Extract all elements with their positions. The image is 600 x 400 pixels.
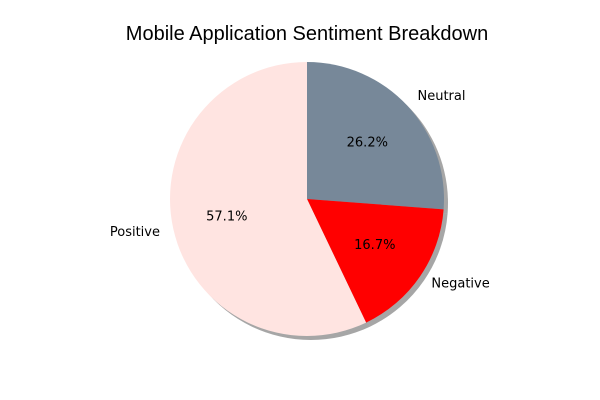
slice-label-neutral: Neutral bbox=[418, 89, 466, 104]
slice-percent-negative: 16.7% bbox=[354, 238, 395, 253]
pie-slice-positive bbox=[169, 61, 367, 336]
pie-labels: Neutral 26.2% Negative 16.7% Positive 57.1% bbox=[110, 89, 490, 292]
slice-label-negative: Negative bbox=[431, 277, 489, 292]
pie-slice-negative bbox=[307, 199, 444, 323]
chart-title: Mobile Application Sentiment Breakdown bbox=[126, 23, 488, 45]
pie-slices bbox=[169, 61, 444, 336]
slice-percent-neutral: 26.2% bbox=[347, 136, 388, 151]
slice-label-positive: Positive bbox=[110, 225, 160, 240]
pie-slice-neutral bbox=[307, 62, 444, 210]
slice-percent-positive: 57.1% bbox=[206, 210, 247, 225]
